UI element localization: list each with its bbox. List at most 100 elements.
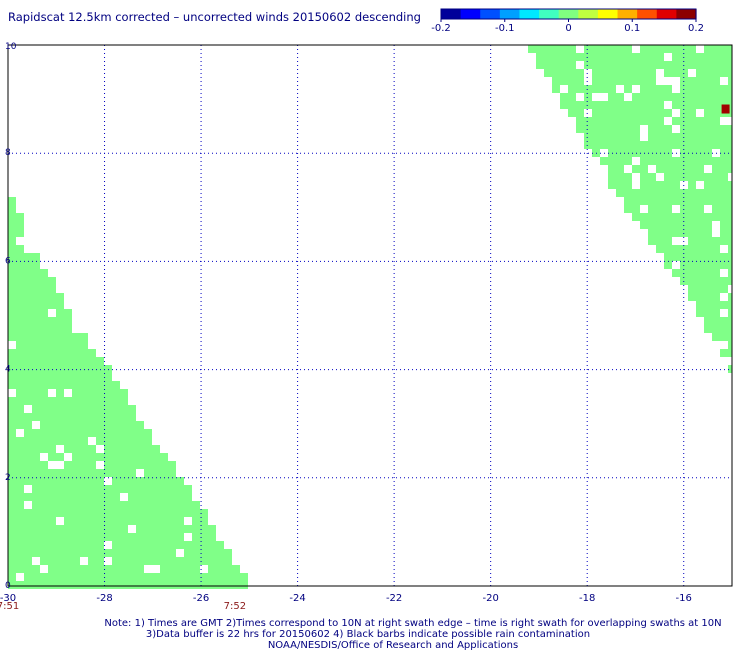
wind-cell <box>48 357 56 365</box>
wind-cell <box>128 541 136 549</box>
wind-cell <box>536 53 544 61</box>
wind-cell <box>200 549 208 557</box>
wind-cell <box>696 173 704 181</box>
wind-cell <box>104 549 112 557</box>
wind-cell <box>640 173 648 181</box>
wind-cell <box>8 325 16 333</box>
wind-cell <box>16 437 24 445</box>
wind-cell <box>56 565 64 573</box>
wind-cell <box>40 533 48 541</box>
wind-cell <box>32 541 40 549</box>
wind-cell <box>688 181 696 189</box>
wind-cell <box>104 525 112 533</box>
wind-cell <box>616 53 624 61</box>
wind-cell <box>624 85 632 93</box>
wind-cell <box>64 517 72 525</box>
wind-cell <box>144 573 152 581</box>
wind-cell <box>88 381 96 389</box>
wind-cell <box>696 125 704 133</box>
wind-cell <box>40 285 48 293</box>
wind-cell <box>48 533 56 541</box>
wind-cell <box>32 405 40 413</box>
wind-cell <box>608 53 616 61</box>
y-tick-label: 0 <box>5 581 11 591</box>
wind-cell <box>160 469 168 477</box>
wind-cell <box>688 117 696 125</box>
wind-cell <box>40 421 48 429</box>
x-tick-label: -18 <box>579 593 595 604</box>
wind-cell <box>640 93 648 101</box>
wind-cell <box>624 189 632 197</box>
wind-cell <box>8 349 16 357</box>
wind-cell <box>80 437 88 445</box>
wind-cell <box>224 581 232 589</box>
wind-cell <box>56 429 64 437</box>
wind-cell <box>8 533 16 541</box>
wind-cell <box>8 509 16 517</box>
wind-cell <box>672 141 680 149</box>
wind-cell <box>200 517 208 525</box>
wind-cell <box>16 413 24 421</box>
wind-cell <box>176 533 184 541</box>
wind-cell <box>32 509 40 517</box>
wind-cell <box>592 69 600 77</box>
wind-cell <box>24 525 32 533</box>
wind-cell <box>192 501 200 509</box>
wind-cell <box>56 501 64 509</box>
wind-cell <box>32 461 40 469</box>
wind-cell <box>24 381 32 389</box>
wind-cell <box>728 317 732 325</box>
wind-cell <box>64 581 72 589</box>
wind-cell <box>56 549 64 557</box>
wind-cell <box>24 493 32 501</box>
wind-cell <box>168 533 176 541</box>
wind-cell <box>712 269 720 277</box>
wind-cell <box>56 421 64 429</box>
wind-cell <box>176 581 184 589</box>
outlier-cell <box>721 104 730 114</box>
wind-cell <box>600 53 608 61</box>
wind-cell <box>64 533 72 541</box>
wind-cell <box>16 277 24 285</box>
wind-cell <box>88 357 96 365</box>
wind-cell <box>8 429 16 437</box>
wind-cell <box>32 469 40 477</box>
wind-cell <box>32 357 40 365</box>
wind-cells-layer <box>8 45 732 589</box>
wind-cell <box>728 109 732 117</box>
wind-cell <box>704 309 712 317</box>
wind-cell <box>64 549 72 557</box>
wind-cell <box>664 261 672 269</box>
wind-cell <box>104 453 112 461</box>
wind-cell <box>32 333 40 341</box>
wind-cell <box>24 509 32 517</box>
wind-cell <box>40 445 48 453</box>
wind-cell <box>56 557 64 565</box>
wind-cell <box>600 45 608 53</box>
wind-cell <box>200 525 208 533</box>
wind-cell <box>48 365 56 373</box>
wind-cell <box>104 381 112 389</box>
wind-cell <box>656 45 664 53</box>
wind-cell <box>608 93 616 101</box>
wind-cell <box>712 213 720 221</box>
wind-cell <box>16 541 24 549</box>
wind-cell <box>536 45 544 53</box>
wind-cell <box>688 237 696 245</box>
wind-cell <box>712 325 720 333</box>
wind-cell <box>16 317 24 325</box>
wind-cell <box>704 261 712 269</box>
wind-cell <box>136 429 144 437</box>
wind-cell <box>624 109 632 117</box>
wind-cell <box>608 133 616 141</box>
wind-cell <box>696 189 704 197</box>
wind-cell <box>712 165 720 173</box>
wind-cell <box>88 421 96 429</box>
wind-cell <box>616 69 624 77</box>
wind-cell <box>688 157 696 165</box>
wind-cell <box>720 277 728 285</box>
wind-cell <box>208 533 216 541</box>
wind-cell <box>640 45 648 53</box>
wind-cell <box>712 253 720 261</box>
wind-cell <box>640 53 648 61</box>
